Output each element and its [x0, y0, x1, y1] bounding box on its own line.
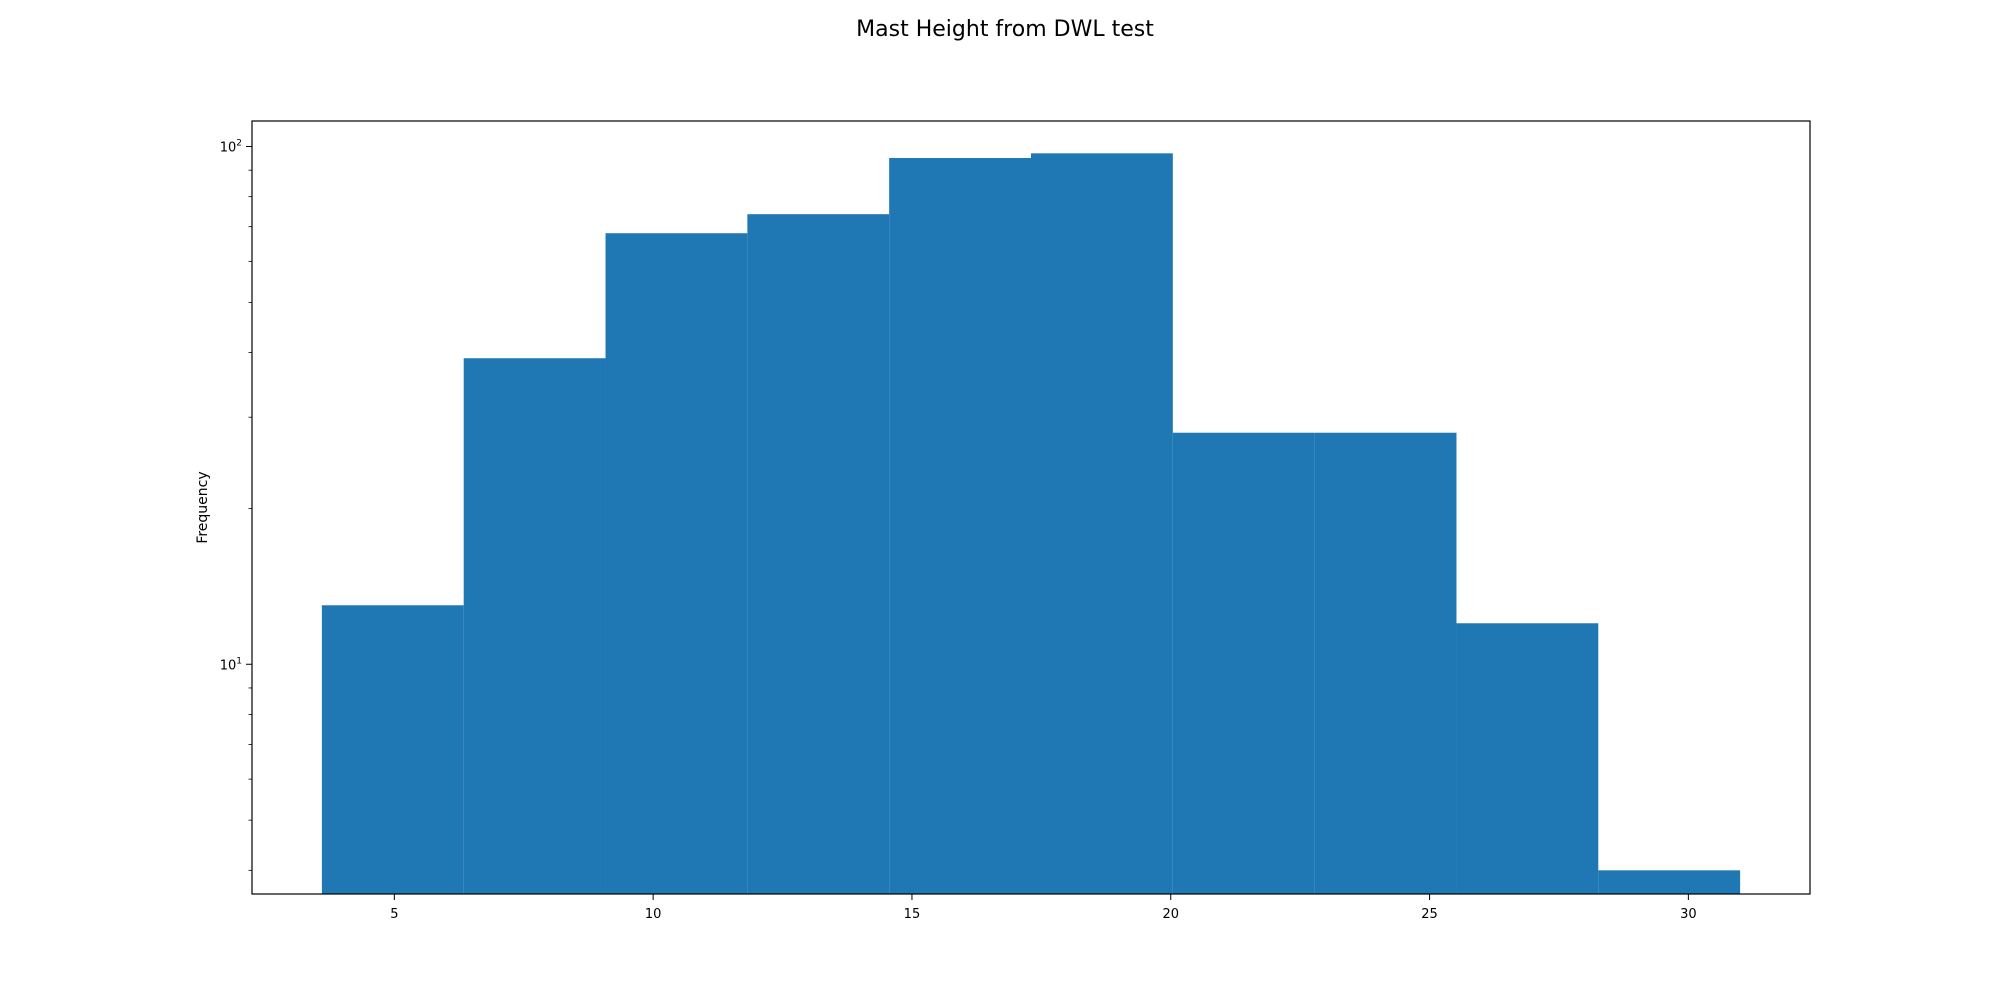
- x-tick-label: 25: [1421, 907, 1438, 922]
- plot-frame: [251, 120, 1811, 895]
- histogram-bar: [1598, 870, 1741, 894]
- x-tick-label: 10: [645, 907, 662, 922]
- histogram-bar: [1456, 623, 1599, 894]
- histogram-bar: [1314, 432, 1457, 894]
- histogram-bar: [463, 358, 606, 894]
- x-tick-label: 30: [1680, 907, 1697, 922]
- x-tick-label: 15: [904, 907, 921, 922]
- bars-layer: [321, 153, 1741, 894]
- chart-title: Mast Height from DWL test: [856, 17, 1154, 42]
- y-tick-label: 102: [220, 138, 242, 155]
- y-axis: 101 102: [220, 138, 252, 871]
- histogram-bar: [321, 605, 464, 894]
- histogram-bar: [889, 158, 1031, 894]
- histogram-bar: [1172, 432, 1315, 894]
- histogram-bar: [747, 214, 890, 894]
- x-axis: 5 10 15 20 25 30: [390, 894, 1697, 922]
- histogram-bar: [1031, 153, 1173, 894]
- x-tick-label: 5: [390, 907, 398, 922]
- y-axis-label: Frequency: [195, 471, 211, 543]
- histogram-bar: [605, 233, 748, 894]
- y-tick-label: 101: [220, 656, 242, 673]
- x-tick-label: 20: [1162, 907, 1179, 922]
